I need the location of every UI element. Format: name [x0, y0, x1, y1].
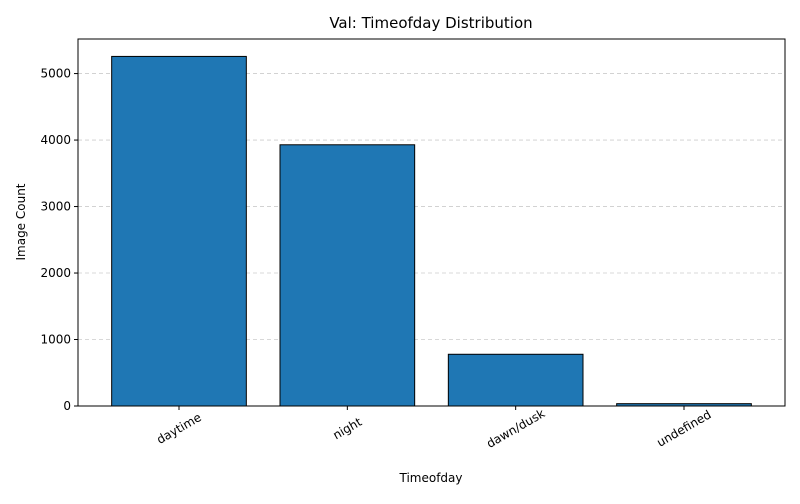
y-tick-label: 2000 [40, 266, 71, 280]
y-tick-label: 5000 [40, 67, 71, 81]
y-tick-label: 1000 [40, 333, 71, 347]
x-tick-label: dawn/dusk [484, 406, 547, 451]
bar-night [279, 144, 416, 407]
x-axis-ticks: daytime night dawn/dusk undefined [154, 406, 714, 451]
chart-title: Val: Timeofday Distribution [329, 14, 532, 32]
x-tick-label: night [330, 415, 364, 443]
y-tick-label: 3000 [40, 200, 71, 214]
y-tick-label: 4000 [40, 133, 71, 147]
x-axis-label: Timeofday [398, 471, 462, 485]
plot-frame [77, 38, 786, 407]
x-tick-label: undefined [654, 407, 713, 449]
bar-dawn-dusk [447, 353, 584, 407]
y-axis-label: Image Count [14, 183, 28, 260]
y-axis-ticks: 0 1000 2000 3000 4000 5000 [40, 67, 78, 413]
y-tick-label: 0 [63, 399, 71, 413]
bars [111, 55, 752, 407]
gridlines [78, 73, 785, 340]
bar-daytime [111, 55, 247, 407]
x-tick-label: daytime [154, 410, 204, 447]
axes-frame [77, 38, 786, 407]
